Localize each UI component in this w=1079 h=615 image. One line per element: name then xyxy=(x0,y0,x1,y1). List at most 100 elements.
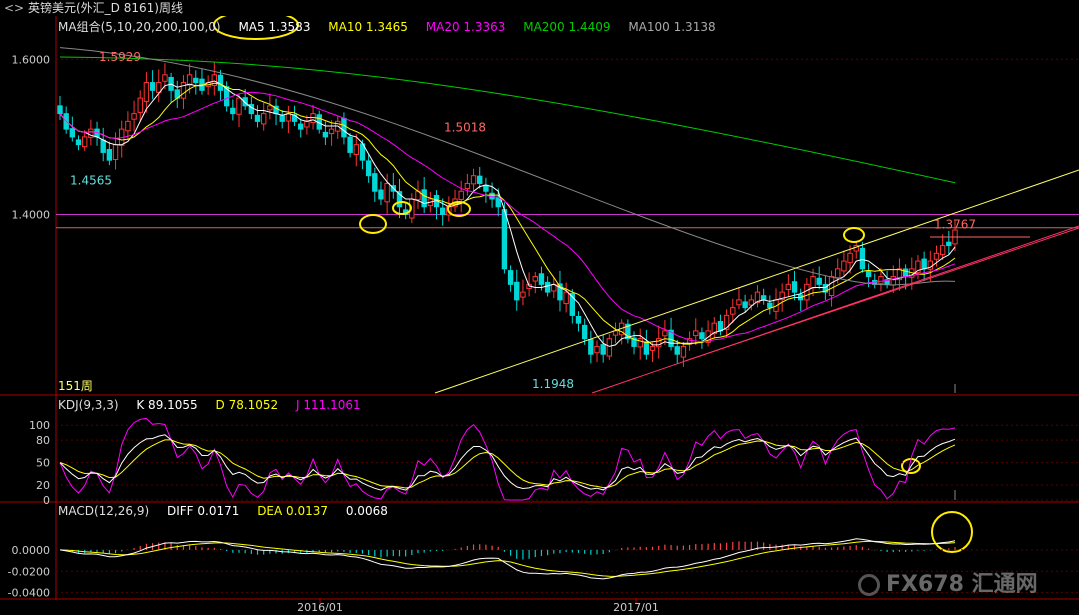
candle-body xyxy=(285,113,292,122)
kdj-tick-label: 80 xyxy=(36,434,50,447)
macd-diff: DIFF 0.0171 xyxy=(166,504,240,518)
ma5-label: MA5 1.3583 xyxy=(238,20,311,34)
lower-trend-line xyxy=(591,225,1079,394)
candle-body xyxy=(520,291,526,298)
candle-body xyxy=(365,160,372,177)
candle-body xyxy=(588,339,594,355)
candle-body xyxy=(791,281,798,293)
candle-body xyxy=(693,330,699,337)
candle-body xyxy=(131,113,137,120)
candle-body xyxy=(668,329,674,347)
candle-body xyxy=(260,113,267,125)
chart-title: 英镑美元(外汇_D 8161)周线 xyxy=(28,1,183,15)
kdj-j-line xyxy=(59,417,956,501)
highlight-circle xyxy=(931,511,973,553)
candle-body xyxy=(742,301,748,309)
candle-body xyxy=(896,268,903,281)
ma-group-label: MA组合(5,10,20,200,100,0) xyxy=(58,20,221,34)
candle-body xyxy=(754,291,761,303)
candle-body xyxy=(81,136,88,148)
candle-body xyxy=(501,209,508,270)
candle-body xyxy=(544,281,551,293)
main-legend: MA组合(5,10,20,200,100,0) MA5 1.3583 MA10 … xyxy=(58,18,730,35)
candle-body xyxy=(477,175,483,184)
candle-body xyxy=(730,307,736,315)
candle-body xyxy=(57,105,63,115)
kdj-d: D 78.1052 xyxy=(215,398,279,412)
candle-body xyxy=(631,337,637,347)
candle-body xyxy=(674,346,680,355)
candle-body xyxy=(193,77,199,84)
macd-dea: DEA 0.0137 xyxy=(257,504,329,518)
macd-tick-label: -0.0200 xyxy=(8,565,50,578)
candle-body xyxy=(748,299,755,306)
price-annotation: 1.3767 xyxy=(934,218,976,232)
candle-body xyxy=(162,74,168,82)
candle-body xyxy=(581,324,588,340)
candle-body xyxy=(470,175,477,185)
highlight-circle xyxy=(447,201,471,217)
candle-body xyxy=(594,345,600,354)
candle-body xyxy=(563,291,569,305)
price-annotation: 1.5929 xyxy=(99,50,141,64)
ma20-label: MA20 1.3363 xyxy=(425,20,506,34)
macd-dea-line xyxy=(59,540,956,577)
kdj-tick-label: 20 xyxy=(36,479,50,492)
highlight-circle xyxy=(392,201,412,215)
candle-body xyxy=(514,281,520,301)
macd-value: 0.0068 xyxy=(345,504,388,518)
candle-body xyxy=(736,299,742,306)
candle-body xyxy=(649,345,656,351)
candle-body xyxy=(723,314,730,330)
candle-body xyxy=(575,315,582,324)
period-label: 151周 xyxy=(58,379,93,393)
candle-body xyxy=(347,136,353,153)
candle-body xyxy=(483,184,489,192)
price-annotation: 1.1948 xyxy=(532,377,574,391)
candle-body xyxy=(760,295,767,301)
candle-body xyxy=(507,270,514,285)
kdj-d-line xyxy=(59,439,956,489)
candle-body xyxy=(643,341,650,355)
candle-body xyxy=(236,97,242,115)
candle-body xyxy=(841,260,847,272)
ma10-label: MA10 1.3465 xyxy=(328,20,408,34)
channel-support-line xyxy=(684,227,1079,362)
highlight-circle xyxy=(359,214,387,234)
x-tick-label: 2017/01 xyxy=(613,601,659,614)
candle-body xyxy=(656,338,662,348)
candle-body xyxy=(946,241,952,247)
highlight-markers xyxy=(213,10,973,553)
fx678-logo-icon xyxy=(858,574,880,596)
candle-body xyxy=(180,82,187,99)
ma10-line xyxy=(59,82,956,345)
candle-body xyxy=(304,120,310,128)
ma5-line xyxy=(59,80,956,347)
ma200-line xyxy=(59,56,956,184)
kdj-tick-label: 50 xyxy=(36,457,50,470)
price-annotation: 1.5018 xyxy=(444,120,486,134)
macd-diff-line xyxy=(59,538,956,580)
kdj-k-line xyxy=(59,434,956,491)
kdj-tick-label: 100 xyxy=(29,419,50,432)
candle-body xyxy=(328,128,335,135)
candle-body xyxy=(810,276,816,289)
candle-body xyxy=(606,338,613,357)
candle-body xyxy=(711,322,717,335)
back-arrow-icon[interactable]: <> xyxy=(4,1,25,15)
ma20-line xyxy=(59,91,956,343)
candle-body xyxy=(69,128,76,138)
x-tick-label: 2016/01 xyxy=(297,601,343,614)
candle-body xyxy=(569,292,576,316)
y-tick-label: 1.6000 xyxy=(12,53,51,66)
candle-body xyxy=(254,114,261,122)
candle-body xyxy=(211,74,218,87)
candle-body xyxy=(625,323,631,340)
macd-tick-label: -0.0400 xyxy=(8,587,50,600)
candle-body xyxy=(75,139,82,146)
candle-body xyxy=(933,252,940,260)
candle-body xyxy=(538,273,545,285)
candle-body xyxy=(396,191,403,208)
candle-body xyxy=(600,344,606,355)
